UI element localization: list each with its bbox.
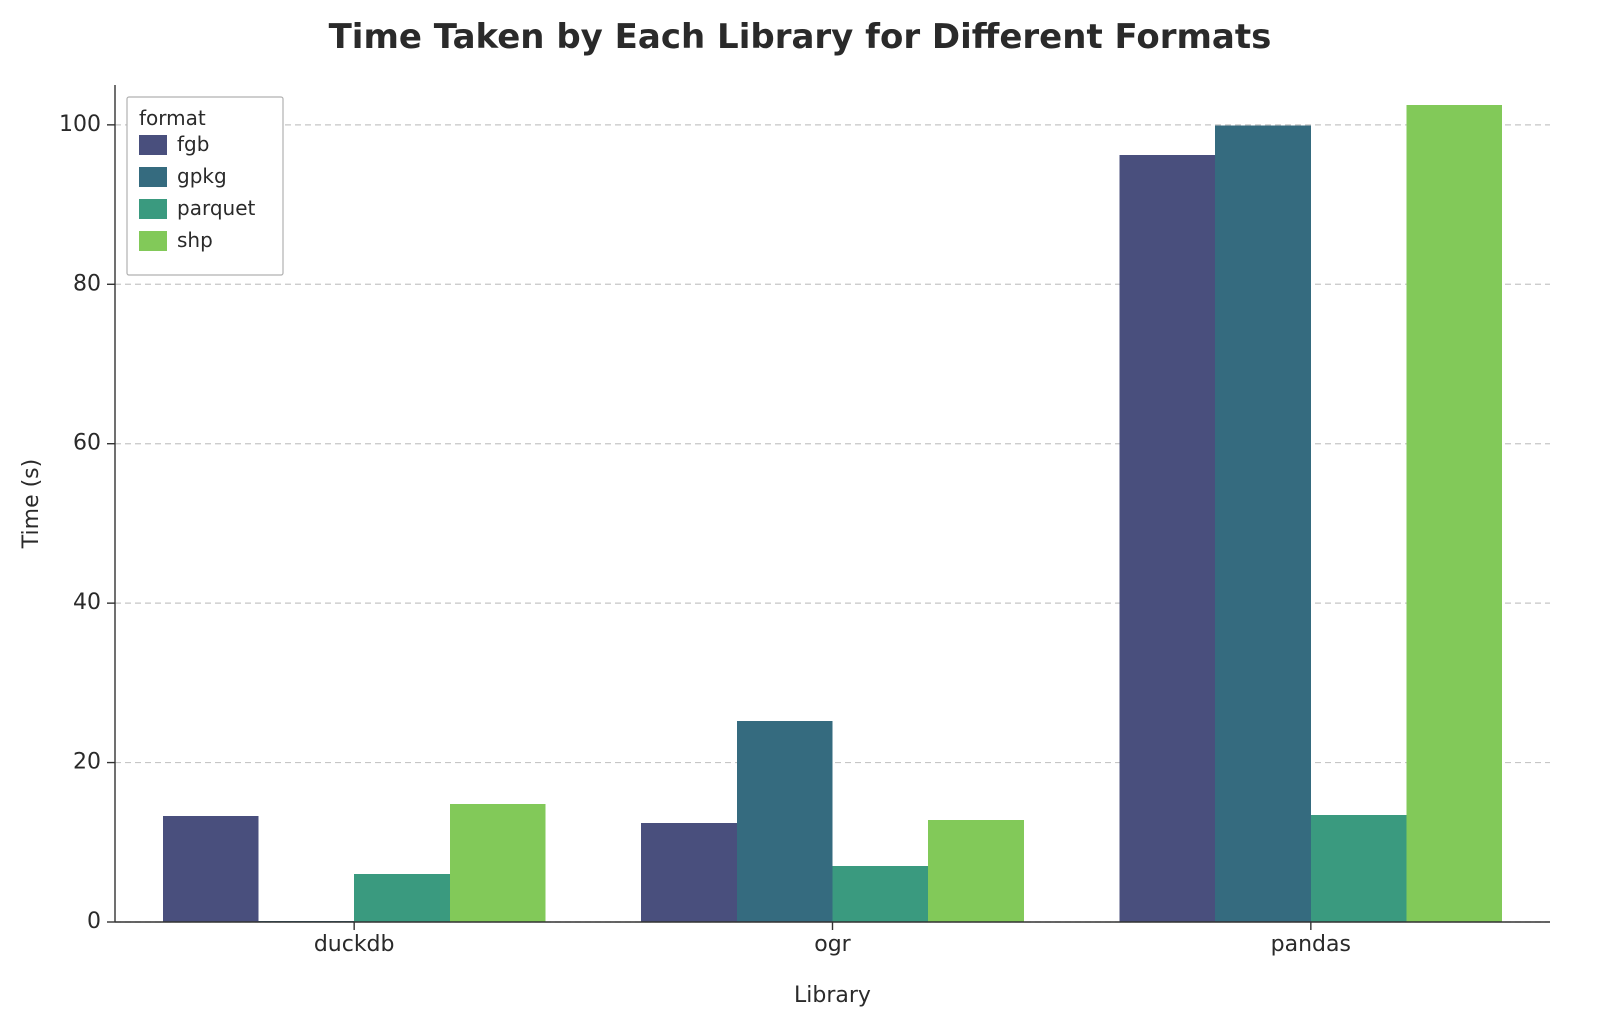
x-axis-label: Library bbox=[794, 983, 871, 1008]
legend-label-parquet: parquet bbox=[177, 196, 255, 220]
y-tick-label: 20 bbox=[73, 750, 101, 775]
bar-ogr-gpkg bbox=[737, 721, 833, 922]
bar-duckdb-fgb bbox=[163, 816, 259, 922]
bar-pandas-shp bbox=[1407, 105, 1503, 922]
x-tick-label: duckdb bbox=[314, 932, 395, 957]
bar-pandas-gpkg bbox=[1215, 126, 1311, 922]
bar-duckdb-shp bbox=[450, 804, 546, 922]
chart-svg: 0 20 40 60 80 100 duckdb ogr pandas Library Time (… bbox=[0, 0, 1600, 1032]
bar-duckdb-parquet bbox=[354, 874, 450, 922]
bar-ogr-fgb bbox=[641, 823, 737, 922]
bar-pandas-parquet bbox=[1311, 815, 1407, 922]
legend-label-fgb: fgb bbox=[177, 132, 209, 156]
legend-label-shp: shp bbox=[177, 228, 213, 252]
legend: formatfgb gpkg parquet shp bbox=[127, 97, 283, 275]
y-tick-label: 40 bbox=[73, 590, 101, 615]
legend-swatch-fgb bbox=[139, 135, 167, 155]
legend-title: format bbox=[139, 106, 206, 130]
legend-swatch-shp bbox=[139, 231, 167, 251]
y-tick-label: 100 bbox=[59, 112, 101, 137]
y-axis-label: Time (s) bbox=[19, 459, 44, 549]
legend-label-gpkg: gpkg bbox=[177, 164, 227, 188]
y-tick-label: 0 bbox=[87, 909, 101, 934]
bar-ogr-shp bbox=[928, 820, 1024, 922]
legend-swatch-gpkg bbox=[139, 167, 167, 187]
bar-ogr-parquet bbox=[833, 866, 929, 922]
y-tick-label: 80 bbox=[73, 271, 101, 296]
x-tick-label: pandas bbox=[1271, 932, 1351, 957]
bar-pandas-fgb bbox=[1120, 155, 1216, 922]
x-tick-label: ogr bbox=[814, 932, 851, 957]
chart-container: 0 20 40 60 80 100 duckdb ogr pandas Library Time (… bbox=[0, 0, 1600, 1032]
y-tick-label: 60 bbox=[73, 431, 101, 456]
legend-swatch-parquet bbox=[139, 199, 167, 219]
chart-title: Time Taken by Each Library for Different… bbox=[329, 17, 1272, 57]
